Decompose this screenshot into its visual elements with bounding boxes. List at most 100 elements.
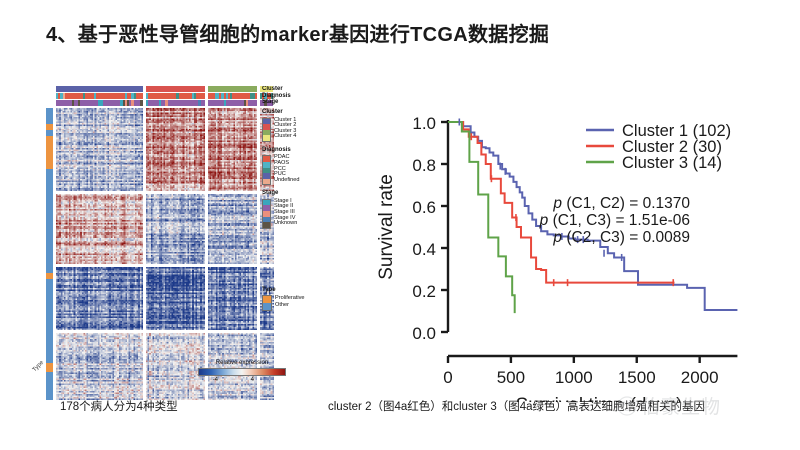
annotation-segment	[171, 93, 175, 99]
heatmap-tile	[208, 108, 258, 192]
annotation-segment	[95, 100, 99, 106]
annotation-segment	[187, 93, 190, 99]
annotation-segment	[230, 93, 233, 99]
legend-title: Diagnosis	[262, 146, 291, 153]
annotation-segment	[71, 100, 74, 106]
annotation-segment	[120, 86, 123, 92]
caption-heatmap: 178个病人分为4种类型	[60, 401, 178, 413]
annotation-segment	[158, 100, 161, 106]
heatmap-tile	[208, 194, 258, 264]
annotation-segment	[239, 93, 242, 99]
annotation-segment	[223, 93, 226, 99]
annotation-segment	[89, 93, 92, 99]
annotation-segment	[264, 100, 267, 106]
annotation-segment	[152, 86, 155, 92]
annotation-segment	[236, 93, 240, 99]
annotation-segment	[194, 100, 197, 106]
annotation-segment	[268, 100, 272, 106]
x-axis-tick-label: 500	[497, 368, 525, 387]
annotation-segment	[62, 100, 65, 106]
annotation-segment	[189, 100, 192, 106]
annotation-segment	[109, 100, 112, 106]
annotation-segment	[56, 86, 59, 92]
annotation-segment	[124, 93, 127, 99]
annotation-segment	[64, 100, 68, 106]
type-annotation-segment	[46, 194, 53, 266]
annotation-segment	[232, 100, 235, 106]
annotation-segment	[147, 93, 150, 99]
annotation-segment	[84, 100, 88, 106]
legend-swatch-column	[262, 198, 271, 229]
annotation-segment	[212, 93, 215, 99]
annotation-segment	[271, 86, 274, 92]
annotation-segment	[104, 93, 108, 99]
annotation-segment	[91, 93, 94, 99]
annotation-segment	[111, 86, 114, 92]
pvalue-annotation-2: p (C1, C3) = 1.51e-06	[539, 212, 690, 229]
annotation-segment	[176, 86, 179, 92]
annotation-segment	[271, 93, 274, 99]
legend-title: Stage	[262, 190, 279, 197]
annotation-segment	[167, 86, 170, 92]
annotation-track-stage	[56, 100, 274, 106]
annotation-segment	[84, 86, 88, 92]
annotation-track-names: Cluster Diagnosis Stage	[262, 86, 340, 106]
annotation-segment	[180, 100, 183, 106]
annotation-segment	[225, 93, 228, 99]
annotation-segment	[69, 100, 72, 106]
annotation-segment	[115, 93, 119, 99]
annotation-segment	[191, 86, 194, 92]
annotation-segment	[254, 100, 257, 106]
legend-swatch	[263, 199, 270, 206]
annotation-segment	[56, 93, 59, 99]
annotation-segment	[82, 93, 85, 99]
annotation-segment	[252, 86, 255, 92]
type-annotation-segment	[46, 135, 53, 170]
annotation-segment	[182, 86, 186, 92]
annotation-segment	[259, 86, 263, 92]
annotation-segment	[84, 93, 88, 99]
annotation-segment	[262, 93, 265, 99]
heatmap-cell-block	[56, 266, 143, 331]
survival-curve	[448, 121, 738, 311]
annotation-segment	[71, 86, 74, 92]
annotation-segment	[102, 100, 105, 106]
annotation-segment	[60, 86, 63, 92]
annotation-segment	[189, 86, 192, 92]
annotation-segment	[163, 86, 166, 92]
heatmap-cell-block	[56, 333, 143, 400]
pvalue-annotation-1: p (C1, C2) = 0.1370	[552, 195, 690, 212]
annotation-segment	[230, 100, 233, 106]
legend-swatch	[263, 173, 270, 179]
legend-label-column: Proliferative Other	[275, 295, 305, 311]
annotation-segment	[216, 93, 220, 99]
annotation-segment	[236, 100, 240, 106]
legend-swatch	[263, 216, 270, 223]
annotation-segment	[178, 93, 181, 99]
annotation-segment	[147, 100, 150, 106]
annotation-segment	[178, 86, 181, 92]
annotation-segment	[210, 86, 213, 92]
annotation-block-gap	[256, 93, 260, 99]
annotation-segment	[167, 93, 170, 99]
annotation-segment	[87, 86, 90, 92]
heatmap-cell-block	[145, 333, 206, 400]
annotation-segment	[254, 93, 257, 99]
annotation-segment	[259, 93, 263, 99]
annotation-segment	[67, 86, 70, 92]
legend-item-label: Other	[275, 302, 289, 309]
annotation-segment	[131, 86, 134, 92]
annotation-segment	[250, 100, 253, 106]
annotation-block-gap	[205, 86, 209, 92]
y-axis-title: Survival rate	[376, 174, 397, 280]
annotation-segment	[127, 93, 130, 99]
annotation-segment	[180, 86, 183, 92]
annotation-segment	[64, 86, 68, 92]
type-annotation-segment	[46, 372, 53, 400]
annotation-segment	[266, 86, 269, 92]
annotation-segment	[129, 100, 132, 106]
annotation-segment	[176, 93, 179, 99]
type-annotation-segment	[46, 272, 53, 279]
annotation-segment	[174, 100, 177, 106]
annotation-segment	[219, 93, 222, 99]
